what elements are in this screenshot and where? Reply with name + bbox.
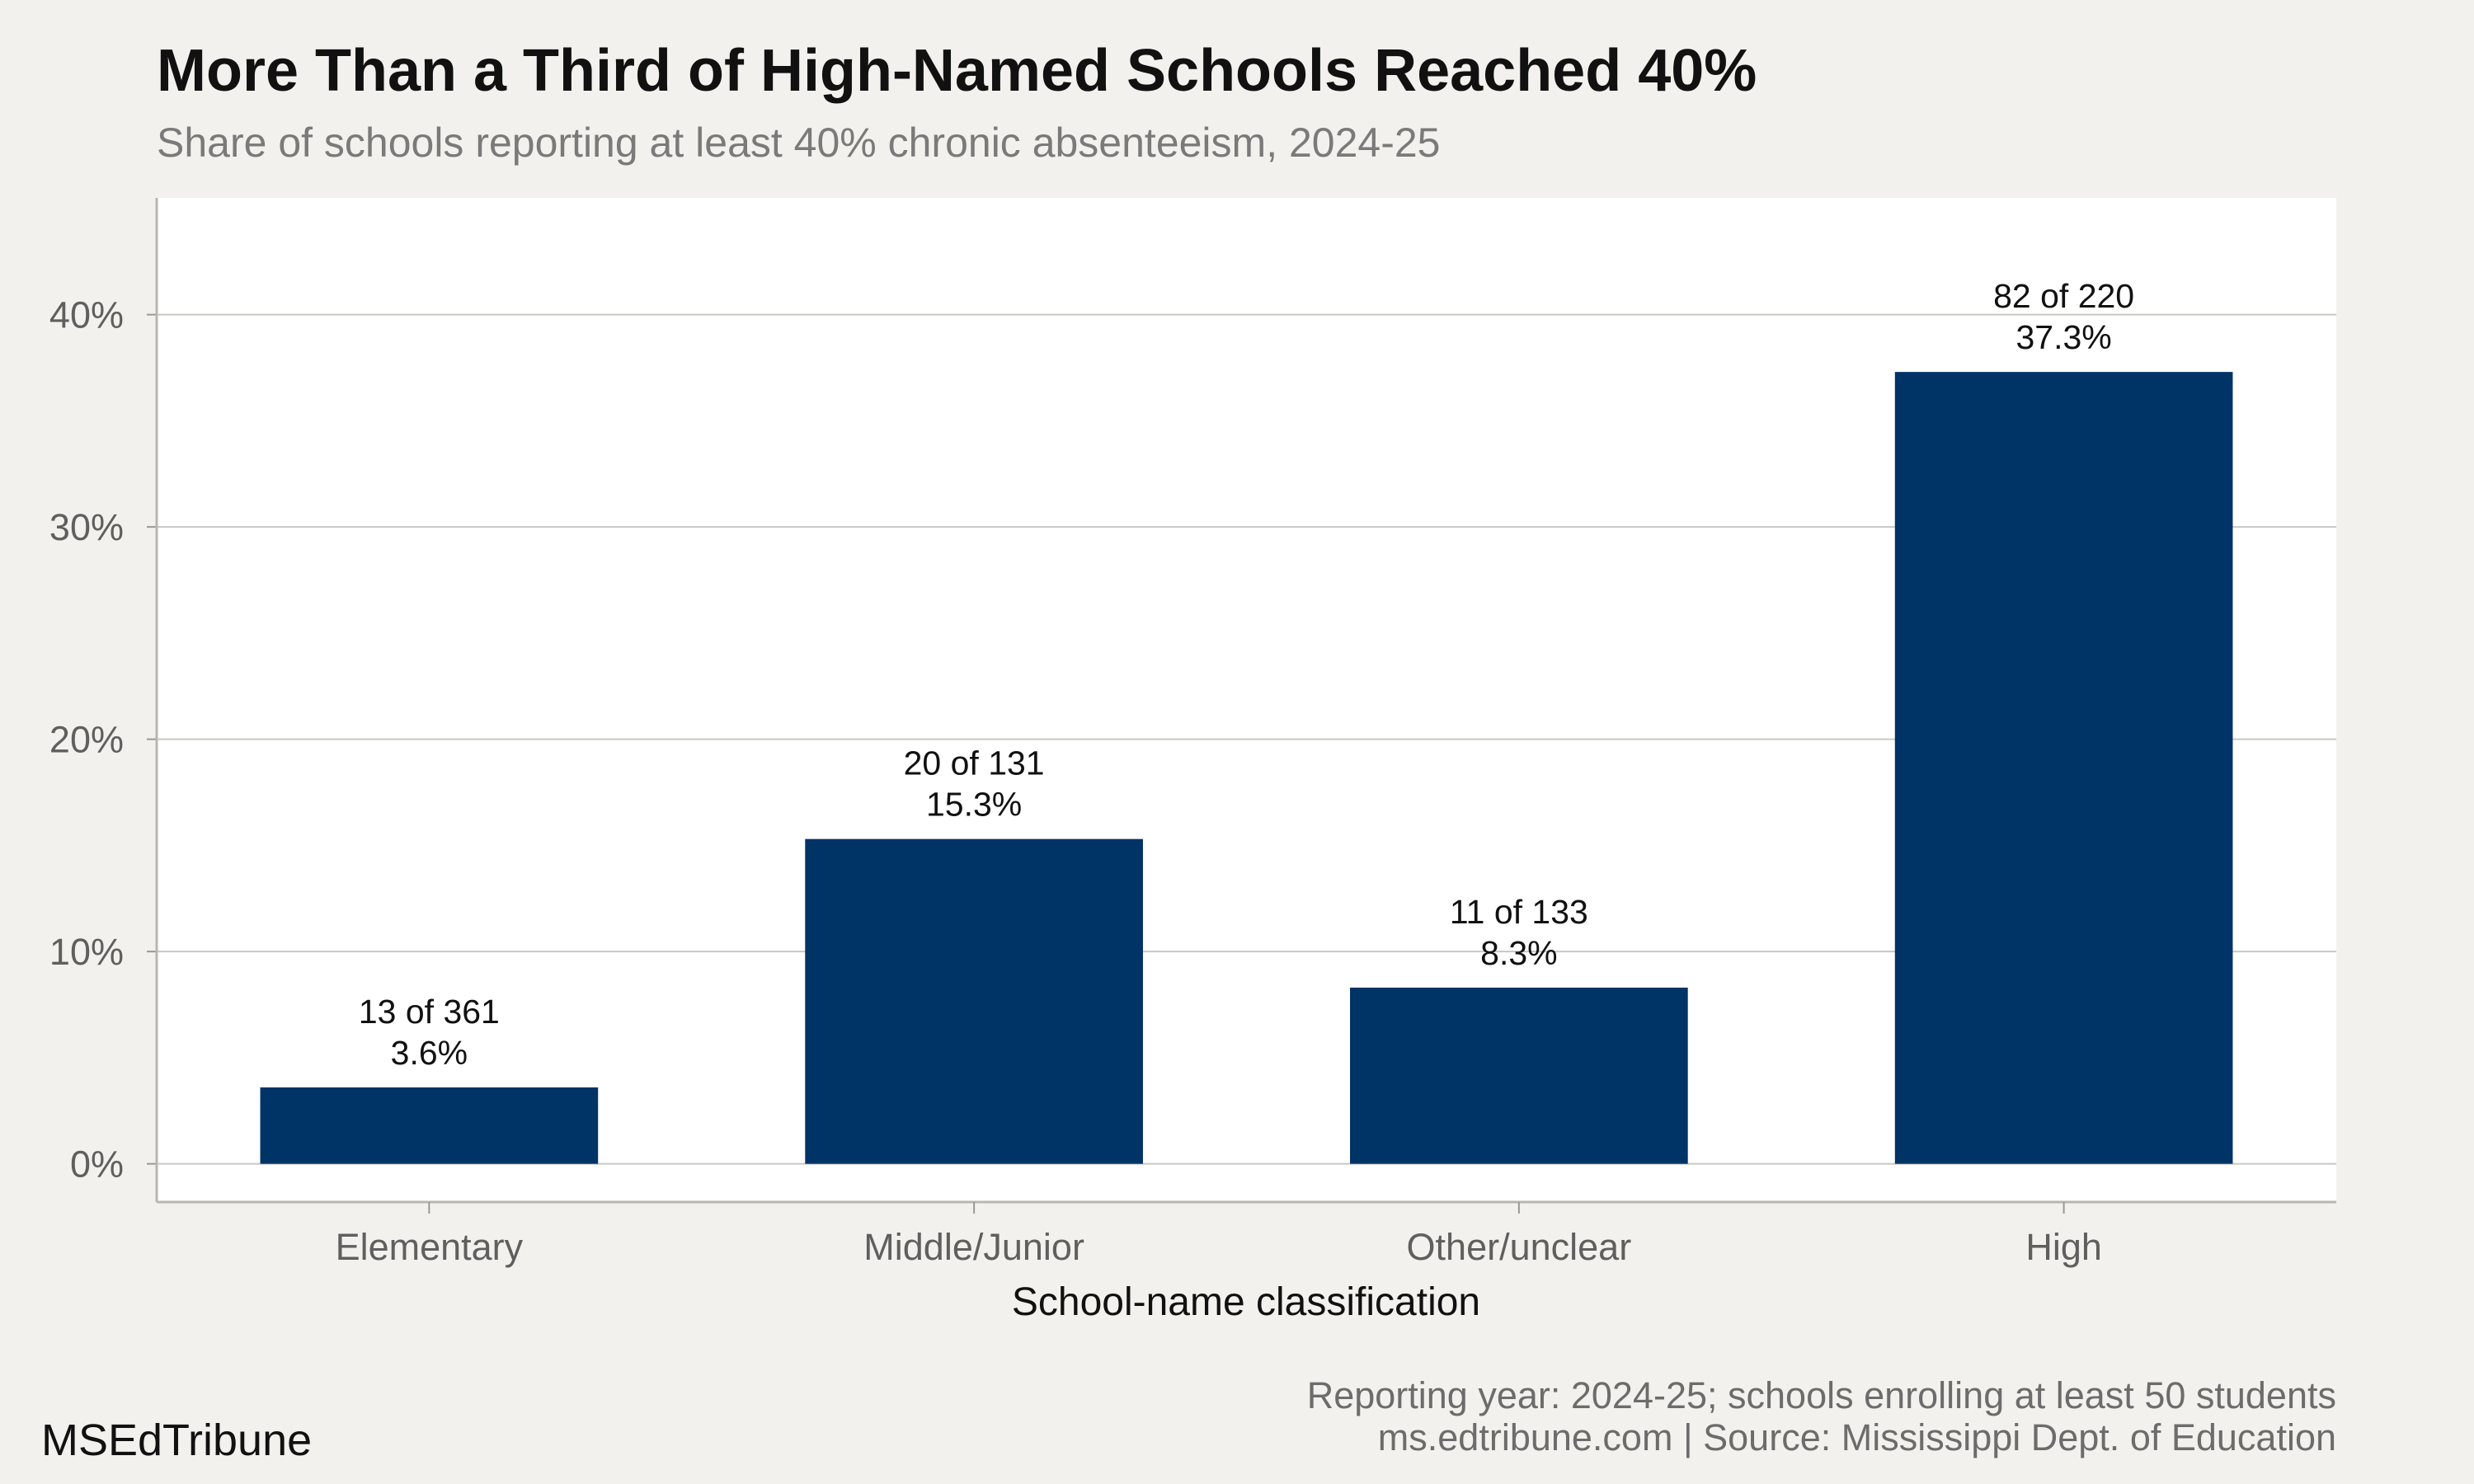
bar-value-label: 15.3% [926,786,1022,824]
y-tick-label: 30% [49,506,124,548]
bar-value-label: 37.3% [2015,318,2111,356]
chart-subtitle: Share of schools reporting at least 40% … [157,120,1440,166]
x-axis-title: School-name classification [1012,1280,1480,1324]
bar-high [1894,372,2233,1164]
y-tick-label: 10% [49,931,124,973]
caption-line-2: ms.edtribune.com | Source: Mississippi D… [1378,1416,2336,1458]
chart-title: More Than a Third of High-Named Schools … [157,38,1757,104]
x-tick-label: High [2025,1226,2102,1268]
y-tick-label: 20% [49,719,124,761]
x-tick-label: Elementary [336,1226,524,1268]
bar-middle-junior [805,838,1143,1164]
brand-wordmark: MSEdTribune [41,1416,312,1465]
bar-count-label: 11 of 133 [1450,893,1588,931]
x-tick-label: Middle/Junior [863,1226,1084,1268]
bar-other-unclear [1350,987,1688,1164]
axes-layer: 0% 10% 20% 30% 40% Elementary Middle/Junior Oth… [49,198,2336,1268]
bar-count-label: 13 of 361 [359,993,500,1031]
bar-count-label: 82 of 220 [1993,277,2134,315]
bar-elementary [260,1087,599,1164]
y-tick-label: 0% [70,1144,124,1186]
caption-line-1: Reporting year: 2024-25; schools enrolli… [1307,1374,2336,1416]
bars-layer [260,372,2233,1164]
bar-value-label: 8.3% [1480,934,1557,972]
x-tick-label: Other/unclear [1407,1226,1632,1268]
y-tick-label: 40% [49,294,124,336]
bar-value-label: 3.6% [391,1034,468,1072]
bar-count-label: 20 of 131 [904,744,1045,782]
